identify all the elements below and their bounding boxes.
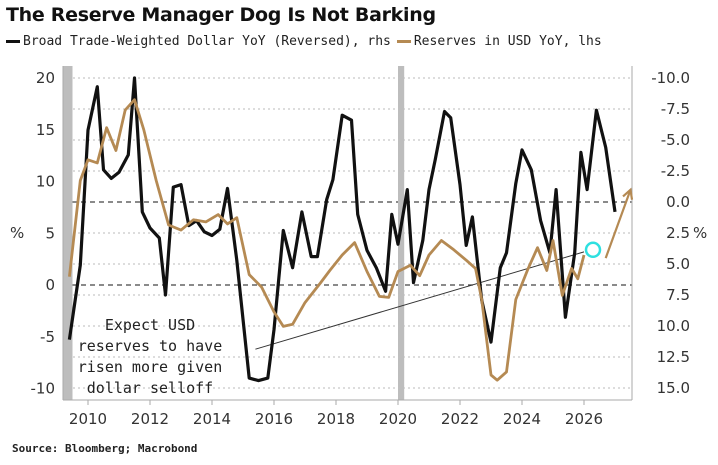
x-tick-label: 2016 <box>255 410 293 428</box>
right-tick-label: 0.0 <box>666 193 690 211</box>
left-tick-label: 10 <box>36 173 55 191</box>
annotation-text: dollar selloff <box>87 379 213 397</box>
right-tick-label: 5.0 <box>666 255 690 273</box>
x-tick-label: 2020 <box>379 410 417 428</box>
x-tick-label: 2026 <box>565 410 603 428</box>
x-tick-label: 2018 <box>317 410 355 428</box>
right-tick-label: -5.0 <box>661 131 690 149</box>
right-tick-label: -2.5 <box>661 162 690 180</box>
right-tick-label: -10.0 <box>651 69 690 87</box>
left-tick-label: -5 <box>40 328 55 346</box>
x-tick-label: 2012 <box>131 410 169 428</box>
x-tick-label: 2010 <box>69 410 107 428</box>
annotation-pointer-line <box>255 251 585 350</box>
chart-title: The Reserve Manager Dog Is Not Barking <box>6 4 436 26</box>
annotation-text: risen more given <box>78 358 223 376</box>
shaded-period <box>63 66 73 400</box>
right-tick-label: 15.0 <box>657 379 690 397</box>
right-tick-label: 2.5 <box>666 224 690 242</box>
annotation-text: reserves to have <box>78 337 223 355</box>
right-tick-label: 12.5 <box>657 348 690 366</box>
left-tick-label: 20 <box>36 69 55 87</box>
left-axis-unit: % <box>10 224 24 242</box>
legend-swatch-dollar <box>6 40 20 43</box>
highlight-circle <box>584 241 602 259</box>
right-tick-label: 7.5 <box>666 286 690 304</box>
legend-label-reserves: Reserves in USD YoY, lhs <box>413 34 602 49</box>
legend-swatch-reserves <box>396 40 411 43</box>
series-line-reserves <box>68 98 586 382</box>
series-line-dollar <box>67 76 617 383</box>
source-note: Source: Bloomberg; Macrobond <box>12 442 198 455</box>
left-tick-label: 15 <box>36 121 55 139</box>
legend-label-dollar: Broad Trade-Weighted Dollar YoY (Reverse… <box>23 34 391 49</box>
x-tick-label: 2024 <box>503 410 541 428</box>
left-tick-label: 0 <box>45 276 55 294</box>
x-tick-label: 2022 <box>441 410 479 428</box>
annotation-text: Expect USD <box>105 316 195 334</box>
legend: Broad Trade-Weighted Dollar YoY (Reverse… <box>6 34 608 49</box>
x-tick-label: 2014 <box>193 410 231 428</box>
right-axis-unit: % <box>693 224 707 242</box>
left-tick-label: -10 <box>31 380 56 398</box>
right-tick-label: 10.0 <box>657 317 690 335</box>
projection-arrow-head <box>622 187 634 200</box>
projection-arrow-shaft <box>604 189 632 259</box>
right-tick-label: -7.5 <box>661 100 690 118</box>
left-tick-label: 5 <box>45 224 55 242</box>
